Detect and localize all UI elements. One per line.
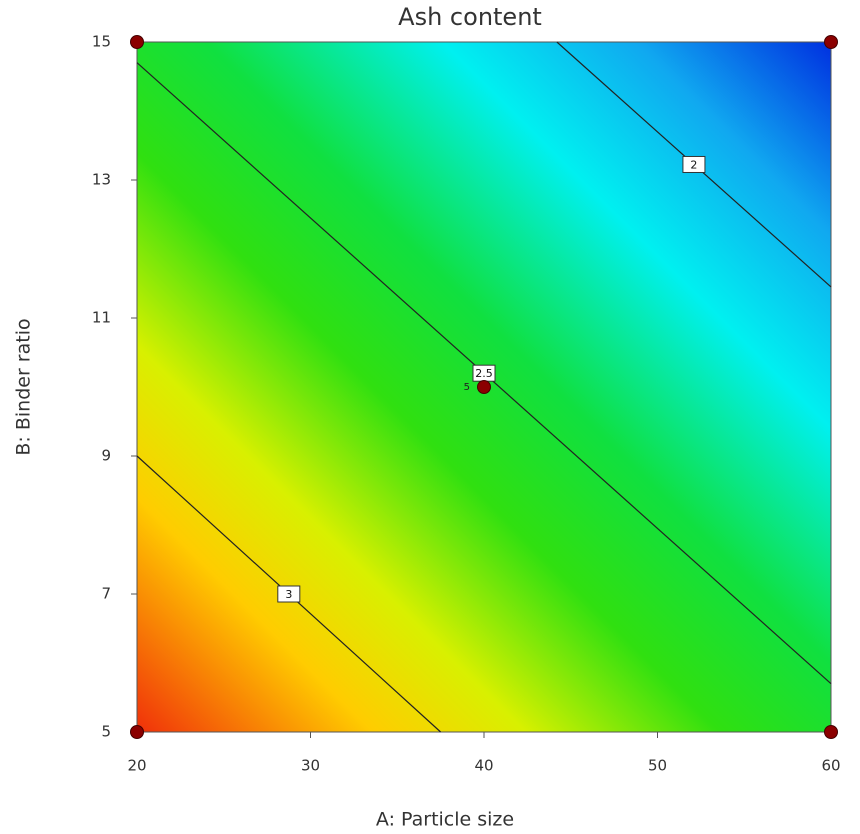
contour-label-box [682, 155, 706, 173]
x-axis-label: A: Particle size [376, 809, 514, 831]
design-point [824, 35, 838, 49]
y-tick-label: 15 [92, 33, 111, 51]
design-point [477, 380, 491, 394]
contour-label: 2.5 [475, 367, 493, 380]
y-axis-label: B: Binder ratio [13, 318, 35, 455]
x-tick-label: 50 [648, 757, 667, 775]
design-point [824, 725, 838, 739]
y-tick-label: 11 [92, 309, 111, 327]
y-tick-label: 5 [101, 723, 111, 741]
y-tick-label: 9 [101, 447, 111, 465]
y-tick-label: 7 [101, 585, 111, 603]
x-tick-label: 60 [821, 757, 840, 775]
contour-label-box [277, 585, 301, 603]
x-tick-label: 20 [127, 757, 146, 775]
design-point [130, 725, 144, 739]
design-point [130, 35, 144, 49]
x-tick-label: 40 [474, 757, 493, 775]
point-count-label: 5 [464, 382, 470, 393]
x-tick-label: 30 [301, 757, 320, 775]
contour-label: 2 [690, 158, 697, 171]
y-tick-label: 13 [92, 171, 111, 189]
chart-title: Ash content [398, 3, 542, 31]
contour-label: 3 [285, 588, 292, 601]
